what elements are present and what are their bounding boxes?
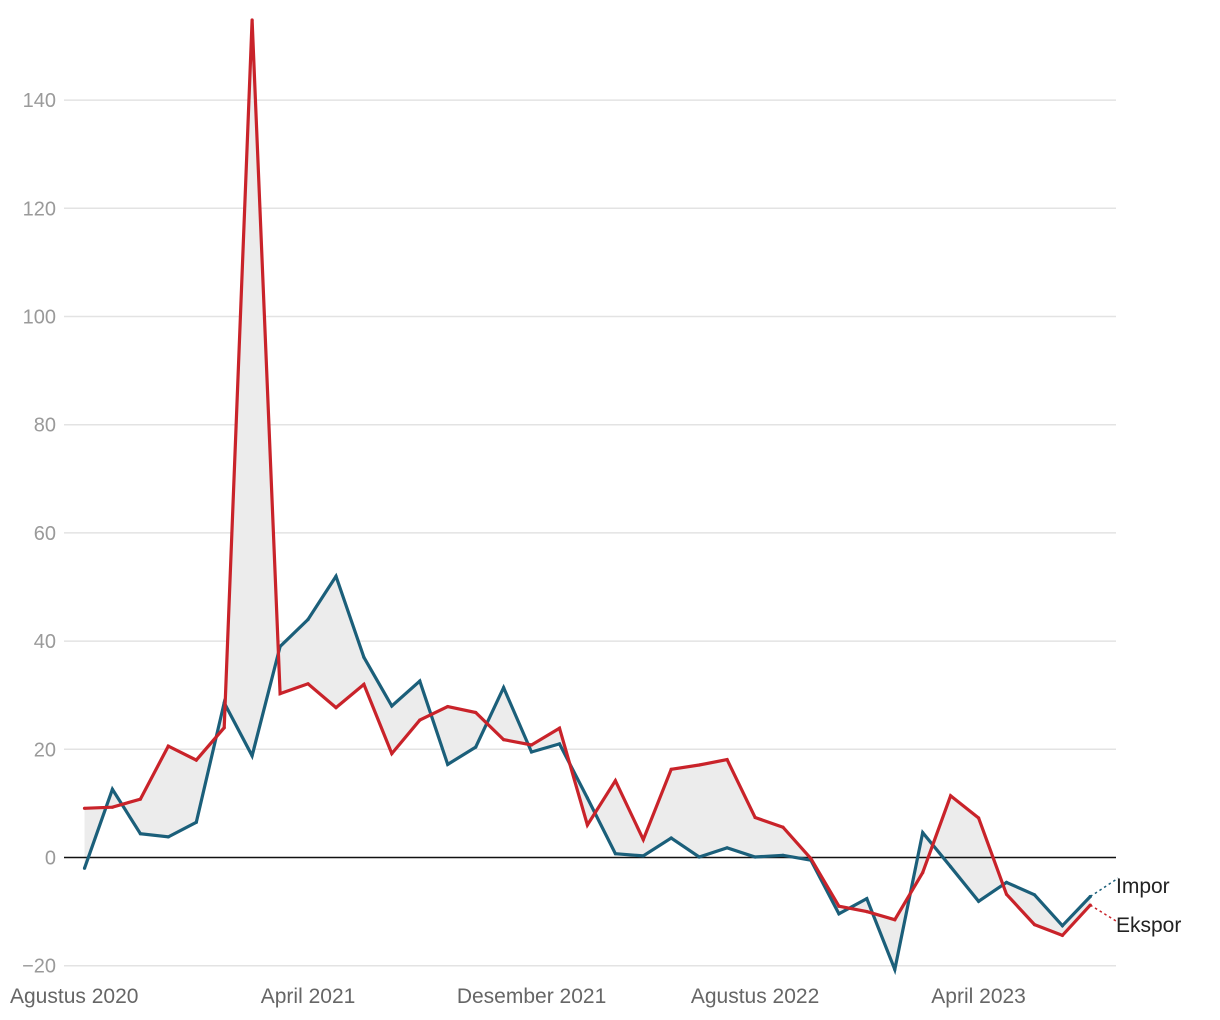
x-tick-label: Agustus 2022 [691, 985, 819, 1008]
band-area [84, 20, 1091, 970]
data-point [194, 758, 198, 762]
data-point [502, 686, 506, 690]
series-projection-ekspor [1089, 904, 1119, 924]
legend-label-ekspor: Ekspor [1116, 914, 1181, 937]
x-tick-label: Desember 2021 [457, 985, 606, 1008]
data-point [82, 866, 87, 870]
series-ekspor [82, 18, 1119, 938]
y-tick-label: −20 [22, 956, 56, 978]
x-tick-label: April 2021 [261, 985, 356, 1008]
data-point [362, 655, 366, 659]
data-point [725, 758, 729, 762]
data-point [82, 806, 87, 810]
difference-band [84, 20, 1091, 970]
data-point [669, 767, 673, 771]
data-point [949, 865, 953, 869]
y-tick-label: 100 [23, 307, 56, 329]
y-tick-label: 0 [45, 848, 56, 870]
data-point [921, 831, 925, 835]
x-tick-label: Agustus 2020 [10, 985, 138, 1008]
data-point [390, 704, 394, 708]
data-point [1004, 892, 1009, 896]
data-point [250, 18, 254, 22]
data-point [837, 912, 841, 916]
data-point [529, 743, 534, 747]
series-projection-impor [1089, 877, 1119, 898]
data-point [110, 787, 114, 791]
data-point [725, 846, 729, 850]
data-point [446, 762, 450, 767]
data-point [1060, 933, 1064, 938]
data-point [781, 853, 785, 857]
y-axis-ticks: −20 0 20 40 60 80 100 120 140 [22, 90, 56, 978]
y-tick-label: 40 [34, 631, 56, 653]
data-point [697, 855, 701, 859]
data-point [557, 742, 562, 746]
data-point [138, 832, 142, 836]
series-impor [82, 572, 1119, 976]
data-point [977, 899, 981, 903]
data-point [949, 794, 953, 798]
data-point [893, 918, 897, 922]
y-tick-label: 80 [34, 415, 56, 437]
data-point [138, 797, 142, 801]
x-axis-ticks: Agustus 2020 April 2021 Desember 2021 Agust… [10, 985, 1026, 1008]
data-point [781, 825, 785, 829]
inline-legend: Impor Ekspor [1116, 875, 1181, 937]
y-tick-label: 120 [23, 198, 56, 220]
data-point [1032, 923, 1037, 927]
data-point [921, 871, 925, 875]
data-point [250, 754, 254, 758]
data-point [474, 745, 478, 749]
data-point [865, 897, 869, 901]
data-point [809, 857, 813, 861]
data-point [753, 815, 757, 820]
legend-label-impor: Impor [1116, 875, 1170, 898]
data-point [865, 910, 869, 914]
data-point [334, 706, 338, 710]
data-point [362, 682, 366, 687]
y-tick-label: 60 [34, 523, 56, 545]
y-tick-label: 140 [23, 90, 56, 112]
data-point [502, 738, 506, 742]
data-point [474, 710, 478, 715]
data-point [278, 692, 282, 696]
data-point [613, 852, 618, 856]
data-point [306, 682, 310, 686]
data-point [1060, 924, 1064, 928]
data-point [306, 617, 310, 622]
data-point [222, 726, 226, 730]
data-point [418, 718, 422, 722]
data-point [893, 967, 897, 972]
data-point [697, 763, 701, 767]
data-point [1004, 880, 1009, 885]
data-point [166, 744, 170, 748]
data-point [585, 823, 590, 827]
data-point [669, 836, 673, 840]
data-point [641, 854, 645, 858]
data-point [837, 904, 841, 908]
y-tick-label: 20 [34, 739, 56, 761]
data-point [1032, 893, 1037, 897]
data-point [613, 779, 618, 783]
data-point [334, 574, 338, 578]
data-point [977, 816, 981, 820]
data-point [557, 726, 562, 730]
data-point [194, 820, 198, 824]
data-point [166, 835, 170, 839]
data-point [641, 838, 645, 842]
x-tick-label: April 2023 [931, 985, 1026, 1008]
data-point [753, 855, 757, 859]
series-lines [82, 18, 1119, 976]
data-point [418, 679, 422, 683]
data-point [446, 705, 450, 709]
data-point [585, 796, 590, 800]
data-point [390, 752, 394, 756]
data-point [110, 805, 114, 809]
data-point [529, 750, 534, 754]
